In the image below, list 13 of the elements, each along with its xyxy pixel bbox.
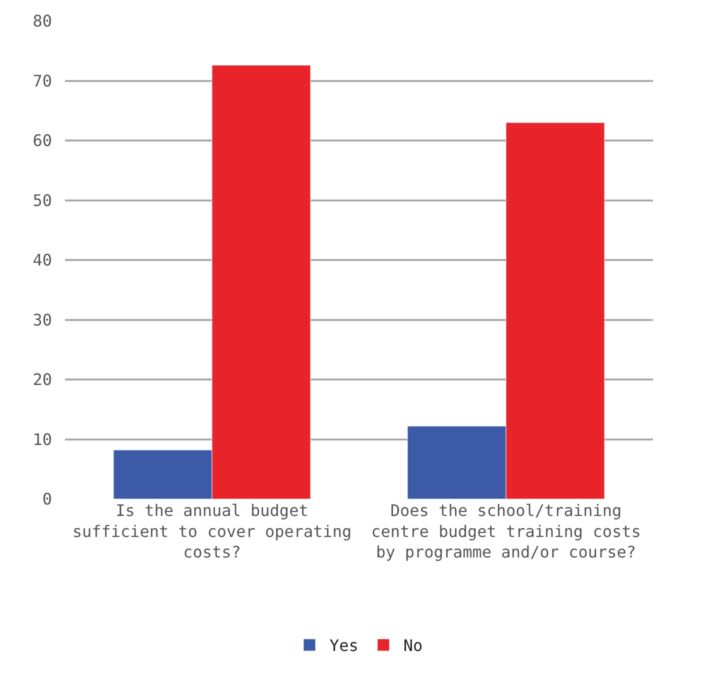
y-tick-label: 80 — [32, 12, 52, 31]
legend-label: No — [403, 636, 423, 656]
y-tick-label: 60 — [32, 131, 52, 150]
x-tick-label: Is the annual budget sufficient to cover operating costs? — [72, 501, 352, 562]
y-tick-label: 70 — [32, 71, 52, 90]
y-tick-label: 30 — [32, 310, 52, 330]
x-tick-label: Does the school/training centre budget training costs by programme and/or course? — [371, 501, 641, 562]
y-tick-label: 0 — [42, 490, 52, 509]
y-tick-label: 50 — [32, 190, 52, 210]
y-tick-label: 40 — [32, 250, 52, 270]
y-tick-label: 10 — [32, 430, 52, 449]
legend-label: Yes — [330, 636, 358, 656]
y-tick-label: 20 — [32, 370, 52, 390]
